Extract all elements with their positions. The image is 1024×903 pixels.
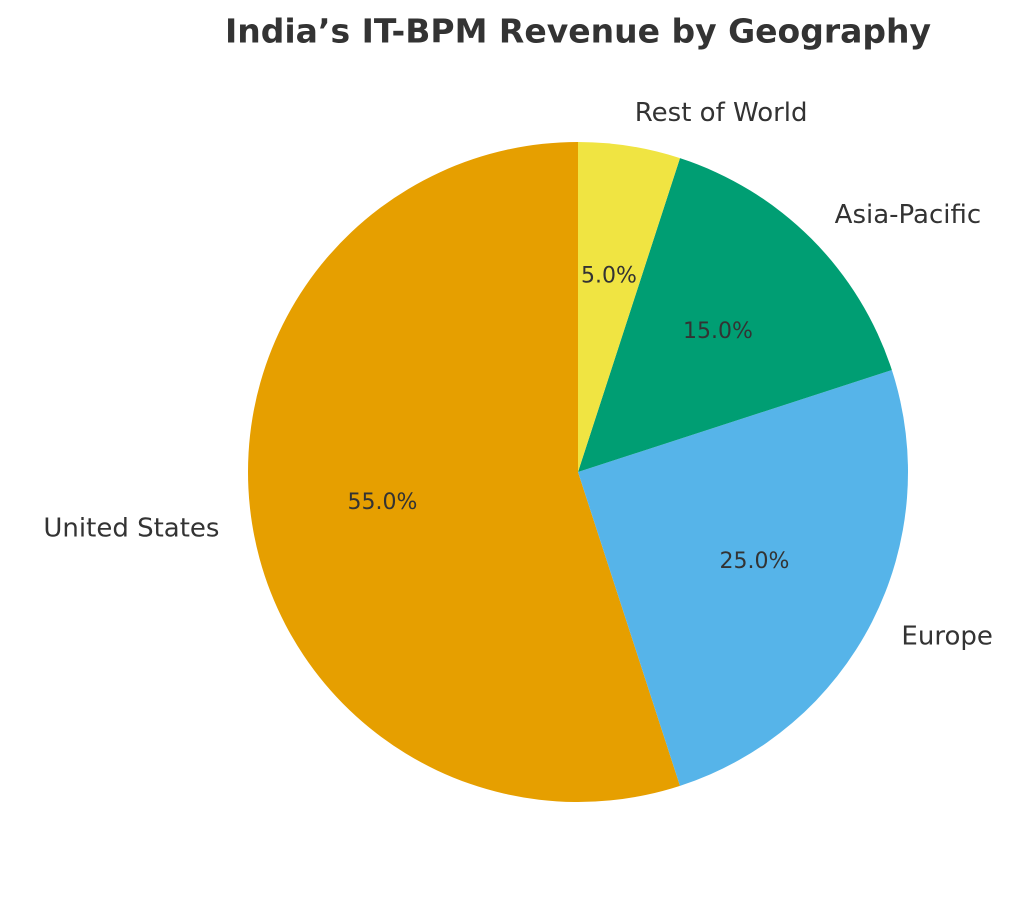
value-label: 55.0% xyxy=(347,490,417,515)
slice-label: Asia-Pacific xyxy=(835,200,982,230)
value-label: 5.0% xyxy=(581,263,637,288)
pie-slice xyxy=(578,370,908,786)
slice-label: Rest of World xyxy=(635,98,808,128)
pie-slice xyxy=(247,142,680,802)
chart-title: India’s IT-BPM Revenue by Geography xyxy=(225,12,931,51)
slice-label: Europe xyxy=(901,621,992,651)
pie-slice xyxy=(578,142,680,472)
value-label: 25.0% xyxy=(719,549,789,574)
slice-label: United States xyxy=(43,513,219,543)
pie-slice xyxy=(578,158,892,472)
value-label: 15.0% xyxy=(683,319,753,344)
